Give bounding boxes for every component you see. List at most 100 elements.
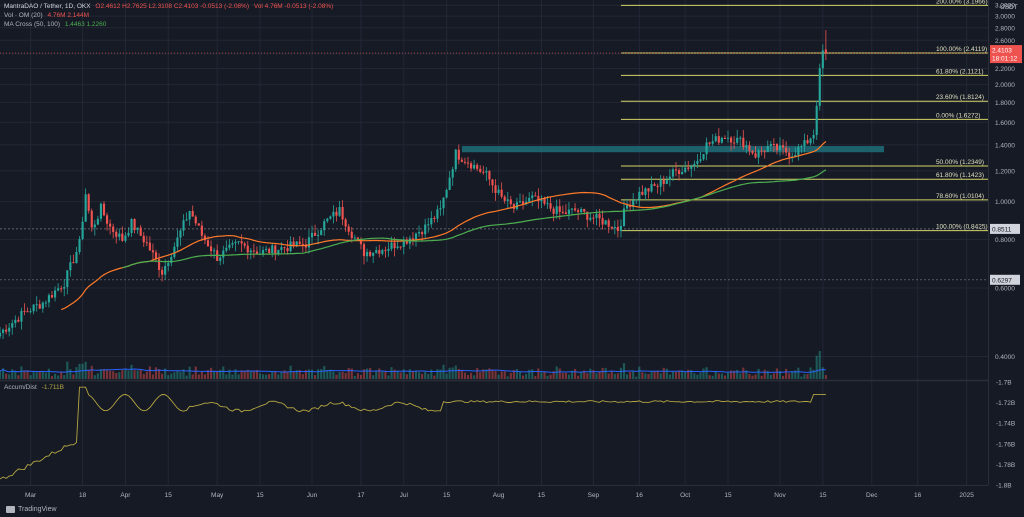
candle-body — [396, 246, 399, 249]
volume-bar — [754, 374, 757, 379]
volume-bar — [240, 370, 243, 379]
volume-bar — [341, 371, 344, 379]
candle-body — [690, 166, 693, 169]
volume-bar — [11, 369, 14, 379]
volume-bar — [818, 351, 821, 379]
candle-body — [766, 145, 769, 152]
volume-bar — [644, 373, 647, 379]
candle-body — [332, 211, 335, 217]
candle-body — [733, 142, 736, 144]
candle-body — [677, 170, 681, 174]
volume-bar — [69, 369, 72, 379]
volume-bar — [0, 371, 2, 379]
volume-bar — [326, 369, 329, 379]
candle-body — [570, 208, 574, 210]
candle-body — [708, 142, 711, 144]
candle-body — [806, 140, 809, 144]
volume-bar — [185, 375, 188, 379]
tradingview-badge[interactable]: TradingView — [6, 506, 57, 513]
volume-bar — [157, 369, 161, 379]
symbol-label[interactable]: MantraDAO / Tether, 1D, OKX — [4, 3, 91, 10]
volume-bar — [26, 370, 29, 379]
candle-body — [785, 147, 788, 153]
volume-bar — [726, 372, 730, 379]
y-axis-tick-label: 2.6000 — [995, 38, 1015, 45]
volume-bar — [430, 369, 433, 379]
volume-bar — [457, 369, 460, 379]
x-axis-tick-label: 15 — [165, 492, 173, 499]
candle-body — [252, 250, 255, 252]
candle-body — [237, 241, 240, 243]
candle-body — [595, 213, 598, 218]
candle-body — [754, 153, 757, 158]
volume-bar — [537, 368, 540, 379]
volume-bar — [791, 371, 794, 379]
candle-body — [191, 210, 194, 217]
volume-bar — [473, 375, 476, 379]
volume-bar — [699, 372, 702, 379]
volume-indicator-legend[interactable]: Vol · OM (20) 4.76M 2.144M — [4, 12, 92, 20]
volume-bar — [57, 375, 60, 379]
volume-bar — [573, 368, 577, 379]
volume-bar — [344, 373, 347, 379]
candle-body — [105, 215, 109, 224]
candle-body — [121, 233, 124, 241]
volume-bar — [598, 371, 601, 379]
candle-body — [90, 210, 93, 228]
candle-body — [292, 241, 295, 247]
volume-bar — [803, 374, 806, 379]
candle-body — [359, 239, 363, 245]
volume-bar — [466, 374, 470, 379]
candle-body — [213, 250, 216, 252]
volume-bar — [411, 371, 415, 379]
candle-body — [534, 195, 537, 197]
volume-bar — [607, 373, 610, 379]
volume-bar — [289, 365, 292, 379]
candle-body — [41, 302, 44, 309]
volume-bar — [659, 373, 662, 379]
candle-body — [638, 191, 641, 200]
volume-bar — [625, 374, 629, 379]
volume-bar — [491, 369, 494, 379]
volume-bar — [161, 373, 164, 379]
volume-bar — [93, 375, 96, 379]
candle-body — [112, 226, 115, 232]
candle-body — [265, 248, 268, 251]
candle-body — [656, 185, 659, 187]
volume-bar — [301, 374, 304, 379]
volume-bar — [292, 371, 295, 379]
volume-bar — [778, 371, 782, 379]
candle-body — [154, 252, 158, 260]
candle-body — [362, 244, 366, 257]
volume-bar — [179, 372, 182, 379]
candle-body — [393, 242, 396, 249]
candle-body — [586, 211, 589, 220]
volume-bar — [359, 374, 363, 379]
y-axis-tick-label: 3.2000 — [995, 3, 1015, 10]
ma-cross-legend[interactable]: MA Cross (50, 100) 1.4463 1.2260 — [4, 21, 109, 29]
volume-bar — [797, 367, 800, 379]
volume-bar — [356, 373, 359, 379]
candle-body — [8, 327, 11, 332]
volume-bar — [387, 375, 390, 379]
volume-bar — [145, 371, 148, 379]
volume-bar — [283, 370, 286, 379]
volume-bar — [378, 368, 381, 379]
candle-body — [81, 221, 84, 240]
candle-body — [604, 220, 607, 225]
candle-body — [540, 198, 543, 202]
volume-bar — [362, 369, 366, 379]
volume-bar — [503, 371, 506, 379]
volume-bar — [739, 373, 742, 379]
candle-body — [399, 246, 402, 248]
volume-bar — [785, 368, 788, 379]
x-axis-tick-label: 15 — [819, 492, 827, 499]
volume-bar — [543, 371, 546, 379]
volume-text: Vol 4.76M -0.0513 (-2.08%) — [253, 3, 334, 10]
accum-dist-legend[interactable]: Accum/Dist -1.711B — [4, 384, 67, 392]
candle-body — [687, 167, 690, 169]
volume-bar — [534, 376, 537, 379]
volume-bar — [265, 374, 268, 379]
